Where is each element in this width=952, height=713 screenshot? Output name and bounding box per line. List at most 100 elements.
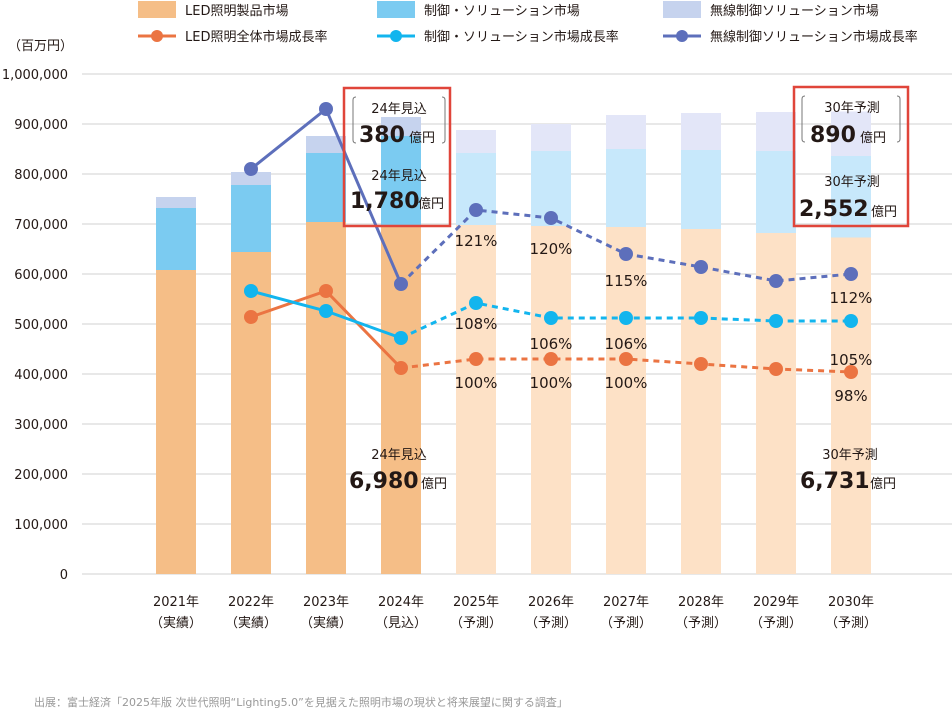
- box-2030-control-caption: 30年予測: [824, 175, 880, 190]
- bar-segment-control: [381, 136, 421, 225]
- bracket-right-icon: [896, 95, 901, 143]
- annotation-led-2024: 24年見込 6,980 億円: [349, 448, 447, 494]
- legend: LED照明製品市場 制御・ソリューション市場 無線制御ソリューション市場 LED照明全…: [138, 1, 918, 45]
- control-growth-point: [694, 311, 708, 325]
- wireless-growth-point-label: 112%: [830, 289, 873, 307]
- wireless-growth-point: [769, 274, 783, 288]
- led-growth-point: [769, 362, 783, 376]
- box-2024-control-value: 1,780: [350, 189, 420, 214]
- led-growth-point: [619, 352, 633, 366]
- bar-segment-wireless: [531, 124, 571, 151]
- annotation-box-2030: 30年予測 890 億円 30年予測 2,552 億円: [792, 85, 910, 228]
- control-growth-point: [394, 331, 408, 345]
- bar-segment-wireless: [381, 117, 421, 136]
- control-growth-point-label: 106%: [530, 335, 573, 353]
- wireless-growth-point-label: 121%: [455, 232, 498, 250]
- y-tick-label: 0: [60, 568, 68, 583]
- bar-segment-control: [756, 151, 796, 233]
- wireless-growth-point-label: 120%: [530, 240, 573, 258]
- legend-label: 無線制御ソリューション市場成長率: [710, 29, 918, 45]
- x-tick-year: 2025年: [453, 595, 499, 610]
- control-growth-point: [319, 304, 333, 318]
- legend-label: 制御・ソリューション市場: [424, 3, 580, 19]
- y-axis-label: （百万円）: [8, 39, 73, 54]
- legend-swatch: [138, 1, 176, 18]
- control-growth-point: [469, 296, 483, 310]
- led-growth-point-label: 98%: [834, 387, 867, 405]
- legend-marker: [390, 30, 402, 42]
- control-growth-point: [544, 311, 558, 325]
- wireless-growth-point: [244, 162, 258, 176]
- box-2024-control-caption: 24年見込: [371, 169, 427, 184]
- x-tick-year: 2023年: [303, 595, 349, 610]
- bar-segment-wireless: [156, 197, 196, 208]
- led-2024-unit: 億円: [421, 476, 447, 492]
- led-growth-point: [319, 284, 333, 298]
- led-growth-point: [694, 357, 708, 371]
- x-tick-year: 2026年: [528, 595, 574, 610]
- led-2030-value: 6,731: [800, 469, 870, 494]
- x-tick-year: 2024年: [378, 595, 424, 610]
- led-2024-value: 6,980: [349, 469, 419, 494]
- led-2030-unit: 億円: [870, 476, 896, 492]
- bar-segment-control: [831, 156, 871, 238]
- bar-segment-wireless: [456, 130, 496, 153]
- box-2024-wireless-unit: 億円: [409, 130, 435, 146]
- wireless-growth-point: [544, 211, 558, 225]
- source-note: 出展：富士経済「2025年版 次世代照明“Lighting5.0”を見据えた照明…: [34, 696, 568, 709]
- led-growth-point: [544, 352, 558, 366]
- y-tick-label: 400,000: [14, 368, 68, 383]
- bar-segment-control: [306, 153, 346, 222]
- box-2030-wireless-caption: 30年予測: [824, 101, 880, 116]
- bar-segment-led: [756, 233, 796, 574]
- x-tick-status: （実績）: [225, 615, 277, 631]
- legend-label: 無線制御ソリューション市場: [710, 3, 879, 19]
- box-2030-wireless-value: 890: [810, 123, 856, 148]
- grid: [82, 73, 952, 575]
- bar-segment-wireless: [606, 115, 646, 149]
- bar-segment-led: [681, 229, 721, 574]
- bar-segment-control: [681, 150, 721, 229]
- x-tick-status: （予測）: [525, 616, 577, 631]
- x-tick-year: 2029年: [753, 595, 799, 610]
- x-tick-status: （実績）: [150, 615, 202, 631]
- led-growth-point: [394, 361, 408, 375]
- bar-segment-control: [156, 208, 196, 270]
- box-2024-control-unit: 億円: [418, 196, 444, 212]
- bar-segment-led: [456, 225, 496, 574]
- led-growth-point: [244, 310, 258, 324]
- wireless-growth-point: [694, 260, 708, 274]
- bracket-right-icon: [441, 96, 446, 144]
- point-labels: 100% 100% 100% 98% 108% 106% 106% 105% 121% 120% 1…: [455, 232, 873, 405]
- y-tick-label: 500,000: [14, 318, 68, 333]
- bar-segment-led: [156, 270, 196, 574]
- x-tick-year: 2021年: [153, 595, 199, 610]
- annotation-led-2030: 30年予測 6,731 億円: [800, 448, 896, 494]
- led-2030-caption: 30年予測: [822, 448, 878, 463]
- legend-label: LED照明全体市場成長率: [185, 29, 327, 45]
- x-tick-status: （予測）: [825, 616, 877, 631]
- y-tick-label: 100,000: [14, 518, 68, 533]
- wireless-growth-point: [844, 267, 858, 281]
- x-tick-year: 2027年: [603, 595, 649, 610]
- led-growth-point: [469, 352, 483, 366]
- box-2024-wireless-value: 380: [359, 123, 405, 148]
- x-tick-year: 2030年: [828, 595, 874, 610]
- wireless-growth-point: [619, 247, 633, 261]
- x-tick-status: （予測）: [450, 616, 502, 631]
- x-axis-ticks: 2021年 （実績） 2022年 （実績） 2023年 （実績） 2024年 （見込） 2025…: [150, 595, 877, 631]
- bar-segment-wireless: [231, 172, 271, 185]
- control-growth-point: [769, 314, 783, 328]
- box-2030-wireless-unit: 億円: [860, 130, 886, 146]
- x-tick-status: （実績）: [300, 615, 352, 631]
- bar-segment-wireless: [756, 112, 796, 151]
- bar-segment-wireless: [681, 113, 721, 150]
- x-tick-status: （予測）: [600, 616, 652, 631]
- control-growth-point-label: 106%: [605, 335, 648, 353]
- wireless-growth-point: [394, 277, 408, 291]
- led-growth-point-label: 100%: [530, 374, 573, 392]
- led-2024-caption: 24年見込: [371, 448, 427, 463]
- y-tick-label: 900,000: [14, 118, 68, 133]
- x-tick-status: （予測）: [675, 616, 727, 631]
